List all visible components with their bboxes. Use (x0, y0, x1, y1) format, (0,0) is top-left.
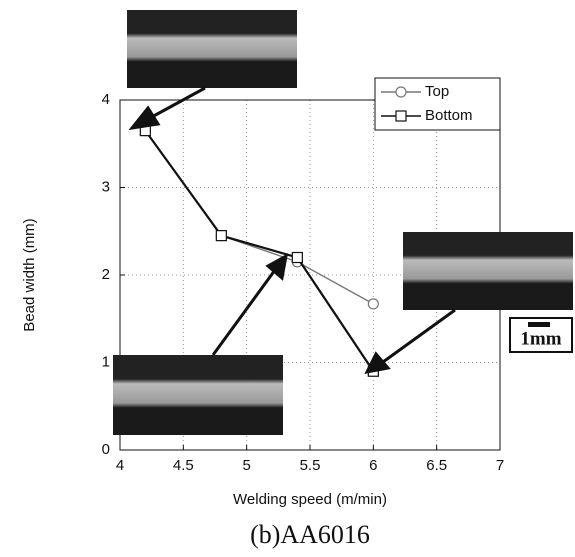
series-line (144, 129, 375, 372)
arrowhead (364, 351, 391, 375)
marker (215, 230, 227, 242)
x-axis-label: Welding speed (m/min) (233, 491, 387, 508)
legend-marker (395, 110, 407, 122)
arrow (149, 86, 206, 120)
legend-label: Top (425, 83, 449, 100)
x-tick-label: 4.5 (173, 457, 194, 474)
scale-bar (528, 322, 550, 327)
x-tick-label: 6.5 (426, 457, 447, 474)
x-tick-label: 6 (369, 457, 377, 474)
arrowhead (128, 105, 161, 131)
y-tick-label: 2 (102, 266, 110, 283)
arrows (128, 86, 456, 375)
series-line (144, 130, 374, 305)
weld-image (403, 232, 573, 310)
y-tick-label: 0 (102, 441, 110, 458)
x-tick-label: 7 (496, 457, 504, 474)
y-tick-label: 1 (102, 353, 110, 370)
arrow (211, 269, 277, 356)
legend-marker (395, 86, 407, 98)
weld-image (127, 10, 297, 88)
overlay: 1mm (113, 10, 573, 435)
scale-label: 1mm (520, 328, 561, 349)
legend-label: Bottom (425, 107, 473, 124)
arrow (382, 308, 456, 364)
x-tick-label: 5 (242, 457, 250, 474)
y-axis-label: Bead width (mm) (21, 218, 38, 331)
arrowhead (265, 253, 289, 281)
y-tick-label: 4 (102, 91, 110, 108)
plot: 0 1 2 3 4 4 4.5 5 5.5 6 6.5 7 Top Bottom (102, 77, 504, 474)
weld-image (113, 355, 283, 435)
x-tick-label: 4 (116, 457, 124, 474)
marker (291, 251, 303, 264)
y-tick-label: 3 (102, 178, 110, 195)
caption: (b)AA6016 (250, 520, 370, 549)
x-tick-label: 5.5 (300, 457, 321, 474)
marker (367, 298, 379, 310)
